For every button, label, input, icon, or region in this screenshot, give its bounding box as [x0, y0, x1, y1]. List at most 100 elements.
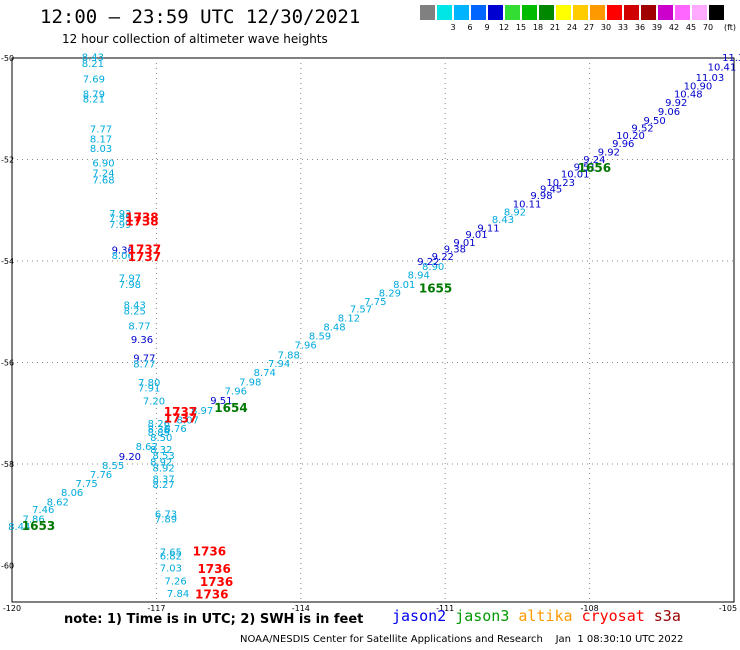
pass-time-label: 1654: [214, 401, 247, 415]
wave-height-value: 7.91: [138, 383, 160, 394]
satellite-name: altika: [518, 607, 573, 625]
legend-swatch: [607, 5, 623, 20]
wave-height-value: 9.22: [417, 257, 439, 268]
wave-height-value: 8.21: [83, 95, 105, 106]
wave-height-value: 8.92: [150, 457, 172, 468]
wave-height-value: 8.03: [90, 144, 112, 155]
legend-label: 12: [498, 23, 510, 32]
legend-label: 15: [515, 23, 527, 32]
satellite-name: cryosat: [581, 607, 645, 625]
wave-height-value: 8.27: [152, 480, 174, 491]
legend-label: 42: [668, 23, 680, 32]
wave-height-value: 6.73: [155, 509, 177, 520]
wave-height-value: 8.62: [136, 442, 158, 453]
wave-height-value: 8.79: [83, 90, 105, 101]
wave-height-value: 7.92: [109, 209, 131, 220]
legend-swatch: [488, 5, 504, 20]
wave-height-value: 7.96: [294, 340, 316, 351]
wave-height-value: 9.98: [530, 191, 552, 202]
wave-height-value: 7.46: [32, 505, 54, 516]
wave-height-value: 9.20: [119, 452, 141, 463]
lon-tick-label: -105: [719, 604, 737, 613]
legend-swatch: [420, 5, 436, 20]
satellite-name: jason3: [455, 607, 510, 625]
wave-height-value: 7.77: [90, 125, 112, 136]
wave-height-value: 9.36: [112, 245, 134, 256]
wave-height-value: 9.92: [598, 147, 620, 158]
wave-height-value: 7.80: [138, 378, 160, 389]
wave-height-value: 8.25: [124, 306, 146, 317]
wave-height-value: 7.57: [350, 305, 372, 316]
legend-swatch: [658, 5, 674, 20]
wave-height-value: 9.96: [612, 139, 634, 150]
wave-height-value: 11.03: [696, 73, 725, 84]
wave-height-value: 8.43: [82, 53, 104, 64]
pass-time-label: 1737: [164, 405, 197, 419]
wave-height-value: 8.77: [128, 321, 150, 332]
wave-height-value: 7.94: [268, 359, 290, 370]
wave-height-value: 7.76: [90, 470, 112, 481]
legend-label: 70: [702, 23, 714, 32]
pass-time-label: 1736: [197, 562, 230, 576]
wave-height-value: 9.52: [631, 124, 653, 135]
wave-height-value: 7.95: [109, 213, 131, 224]
wave-height-value: 7.20: [143, 397, 165, 408]
satellite-name: jason2: [392, 607, 447, 625]
wave-height-value: 9.24: [583, 155, 605, 166]
wave-height-value: 10.48: [674, 90, 703, 101]
legend-swatch: [471, 5, 487, 20]
wave-height-value: 7.75: [364, 297, 386, 308]
lat-tick-label: -56: [1, 358, 14, 367]
wave-height-value: 9.51: [210, 396, 232, 407]
wave-height-value: 7.99: [109, 220, 131, 231]
wave-height-value: 7.75: [75, 479, 97, 490]
legend-swatch: [505, 5, 521, 20]
legend-swatch: [556, 5, 572, 20]
legend-swatch: [573, 5, 589, 20]
legend-swatch: [675, 5, 691, 20]
credit-line: NOAA/NESDIS Center for Satellite Applica…: [240, 634, 684, 645]
legend-swatch: [437, 5, 453, 20]
satellite-legend: jason2 jason3 altika cryosat s3a: [392, 607, 690, 625]
wave-height-value: 8.55: [102, 461, 124, 472]
wave-height-value: 8.32: [150, 445, 172, 456]
legend-label: 45: [685, 23, 697, 32]
wave-height-value: 10.11: [513, 200, 542, 211]
lat-tick-label: -58: [1, 460, 14, 469]
pass-time-label: 1737: [128, 242, 161, 256]
legend-label: 18: [532, 23, 544, 32]
pass-time-label: 1653: [22, 519, 55, 533]
wave-height-value: 8.50: [150, 433, 172, 444]
legend-swatch: [539, 5, 555, 20]
lat-tick-label: -54: [1, 257, 14, 266]
wave-height-value: 8.17: [90, 135, 112, 146]
wave-height-value: 10.20: [616, 131, 645, 142]
wave-height-value: 10.23: [546, 178, 575, 189]
wave-height-value: 8.44: [8, 522, 30, 533]
wave-height-value: 8.06: [61, 488, 83, 499]
wave-height-value: 6.90: [92, 159, 114, 170]
legend-label: 3: [450, 23, 456, 32]
wave-height-value: 8.12: [338, 313, 360, 324]
wave-height-value: 7.89: [155, 514, 177, 525]
legend-swatch: [624, 5, 640, 20]
wave-height-value: 8.97: [191, 406, 213, 417]
wave-height-value: 7.97: [119, 273, 141, 284]
wave-height-value: 6.82: [160, 551, 182, 562]
wave-height-value: 9.11: [477, 224, 499, 235]
wave-height-value: 7.88: [278, 350, 300, 361]
wave-height-value: 9.22: [432, 252, 454, 263]
wave-height-value: 7.68: [92, 175, 114, 186]
legend-unit: (ft): [723, 23, 737, 32]
lon-tick-label: -108: [581, 604, 599, 613]
wave-height-value: 9.45: [540, 184, 562, 195]
lon-tick-label: -111: [436, 604, 454, 613]
pass-time-label: 1737: [128, 250, 161, 264]
wave-height-value: 8.48: [323, 323, 345, 334]
wave-height-value: 9.36: [131, 335, 153, 346]
wave-height-value: 8.07: [177, 415, 199, 426]
wave-height-value: 7.26: [165, 577, 187, 588]
wave-height-value: 8.43: [124, 301, 146, 312]
wave-height-value: 7.03: [160, 564, 182, 575]
